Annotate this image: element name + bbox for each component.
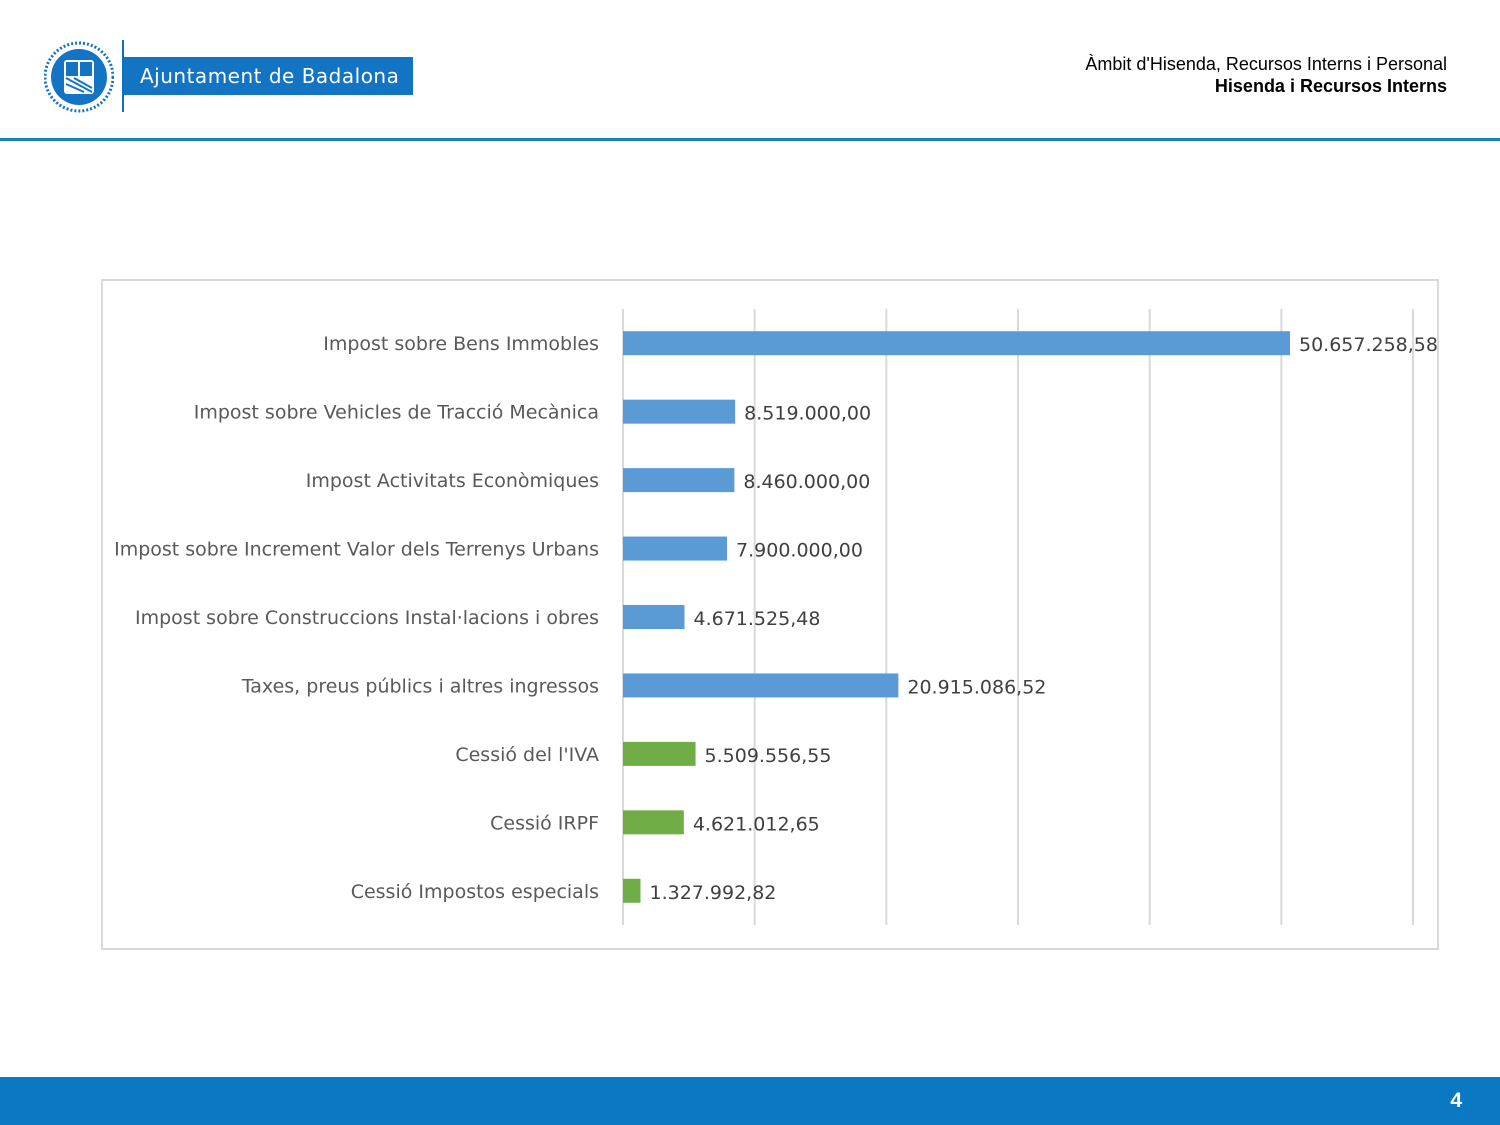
category-label: Taxes, preus públics i altres ingressos: [241, 675, 599, 697]
data-label: 50.657.258,58: [1299, 334, 1437, 356]
logo-divider: [122, 40, 124, 112]
data-label: 8.460.000,00: [743, 471, 870, 493]
bar: [623, 331, 1290, 356]
data-label: 20.915.086,52: [907, 676, 1046, 698]
bar: [623, 878, 641, 903]
data-label: 5.509.556,55: [705, 745, 832, 767]
data-label: 4.671.525,48: [694, 608, 821, 630]
page-footer: 4: [0, 1077, 1500, 1125]
header-section: Hisenda i Recursos Interns: [1214, 76, 1447, 96]
bar: [623, 673, 899, 698]
page-header: Ajuntament de Badalona Àmbit d'Hisenda, …: [0, 0, 1500, 142]
category-label: Cessió Impostos especials: [351, 881, 599, 903]
page-number: 4: [1450, 1089, 1462, 1112]
bar-chart: Impost sobre Bens Immobles 50.657.258,58 I…: [114, 309, 1437, 925]
category-label: Impost sobre Vehicles de Tracció Mecànic…: [194, 402, 599, 424]
header-area: Àmbit d'Hisenda, Recursos Interns i Pers…: [1085, 54, 1447, 74]
bar: [623, 468, 735, 493]
category-label: Impost sobre Increment Valor dels Terren…: [114, 539, 599, 561]
data-label: 8.519.000,00: [744, 403, 871, 425]
bar: [623, 810, 684, 835]
bar: [623, 536, 728, 561]
badalona-seal-icon: [44, 41, 114, 113]
category-label: Cessió IRPF: [490, 812, 599, 834]
bar: [623, 741, 696, 766]
category-label: Impost Activitats Econòmiques: [306, 470, 599, 492]
org-name: Ajuntament de Badalona: [124, 57, 413, 95]
data-label: 1.327.992,82: [649, 882, 776, 904]
chart-frame: Impost sobre Bens Immobles 50.657.258,58 I…: [101, 279, 1439, 950]
header-rule: [0, 138, 1500, 141]
data-label: 4.621.012,65: [693, 813, 820, 835]
bar: [623, 605, 685, 629]
category-label: Cessió del l'IVA: [455, 744, 599, 766]
category-label: Impost sobre Construccions Instal·lacion…: [135, 607, 599, 629]
category-label: Impost sobre Bens Immobles: [323, 333, 599, 355]
bar: [623, 399, 736, 424]
header-department: Àmbit d'Hisenda, Recursos Interns i Pers…: [1085, 53, 1447, 97]
data-label: 7.900.000,00: [736, 540, 863, 562]
